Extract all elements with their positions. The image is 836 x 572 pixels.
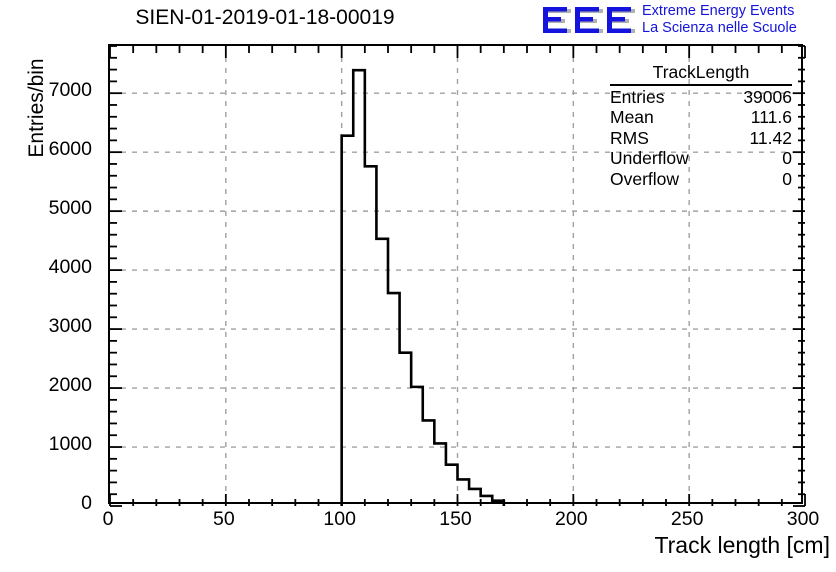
x-tick-label: 250 [670, 508, 704, 530]
stats-value: 11.42 [749, 127, 793, 148]
eee-logo-text: Extreme Energy Events La Scienza nelle S… [642, 3, 836, 37]
stats-row: Mean 111.6 [610, 107, 792, 128]
stats-row: Overflow 0 [610, 169, 792, 190]
x-tick-label: 300 [786, 508, 820, 530]
axis-ticks [109, 45, 806, 507]
stats-value: 39006 [743, 86, 792, 107]
y-axis-tick-labels: 0 1000 2000 3000 4000 5000 6000 7000 [0, 0, 100, 572]
eee-logo-icon [543, 7, 635, 33]
y-tick-label: 1000 [48, 433, 92, 456]
x-axis-title: Track length [cm] [654, 532, 830, 558]
eee-logo-line2: La Scienza nelle Scuole [642, 20, 797, 36]
eee-logo: Extreme Energy Events La Scienza nelle S… [540, 2, 836, 42]
stats-row: RMS 11.42 [610, 128, 792, 149]
stats-box: TrackLength Entries 39006 Mean 111.6 RMS 11.4… [610, 62, 792, 189]
y-tick-label: 4000 [48, 256, 92, 279]
x-tick-label: 150 [439, 508, 472, 530]
stats-row: Underflow 0 [610, 148, 792, 169]
y-tick-label: 2000 [48, 374, 92, 397]
x-tick-label: 100 [323, 508, 356, 530]
x-tick-label: 50 [212, 508, 235, 530]
y-tick-label: 3000 [48, 315, 92, 338]
y-tick-label: 6000 [48, 138, 92, 161]
stats-value: 111.6 [750, 107, 792, 127]
stats-value: 0 [782, 168, 792, 189]
plot-frame [108, 44, 806, 507]
y-tick-label: 7000 [48, 79, 92, 102]
x-tick-label: 200 [555, 508, 588, 530]
eee-logo-line1: Extreme Energy Events [642, 3, 795, 19]
stats-rows: Entries 39006 Mean 111.6 RMS 11.42 Underflow 0 O… [610, 87, 792, 190]
page-title: SIEN-01-2019-01-18-00019 [135, 6, 395, 29]
stats-divider [610, 83, 792, 86]
x-tick-label: 0 [102, 508, 114, 530]
stats-title: TrackLength [652, 62, 750, 82]
stats-key: Entries [610, 86, 665, 107]
stats-row: Entries 39006 [610, 87, 792, 108]
stats-key: Underflow [610, 148, 689, 168]
histogram-series [340, 68, 506, 506]
y-tick-label: 5000 [48, 197, 92, 220]
stats-value: 0 [782, 148, 792, 168]
y-tick-label: 0 [81, 492, 92, 514]
stats-key: Overflow [610, 168, 680, 189]
stats-key: RMS [610, 127, 649, 148]
stats-key: Mean [610, 107, 654, 127]
